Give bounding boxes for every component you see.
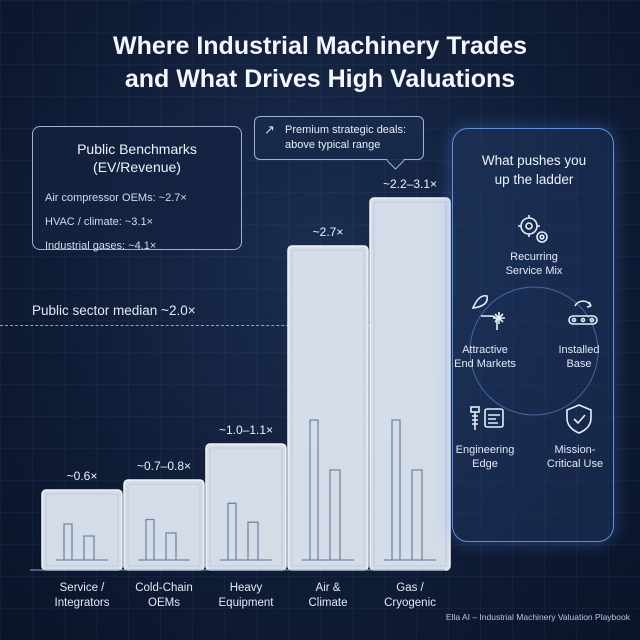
bar-inner-frame: [373, 201, 447, 567]
category-label: Equipment: [219, 597, 275, 609]
benchmarks-title-line-1: Public Benchmarks: [77, 141, 197, 157]
callout-line-2: above typical range: [285, 139, 381, 151]
driver-label: Edge: [472, 458, 498, 470]
category-label: Service /: [60, 582, 106, 594]
driver-label: Engineering: [455, 444, 515, 456]
premium-deals-callout: ↗ Premium strategic deals: above typical…: [254, 116, 424, 170]
bar: [205, 443, 287, 571]
title-line-1: Where Industrial Machinery Trades: [112, 32, 527, 60]
conveyor-icon: [568, 300, 598, 325]
public-benchmarks-box: Public Benchmarks (EV/Revenue) Air compr…: [32, 126, 242, 252]
bar-value-label: ~0.7–0.8×: [137, 459, 191, 473]
drivers-title-line-1: What pushes you: [481, 153, 587, 168]
benchmark-item: Air compressor OEMs: ~2.7×: [45, 192, 187, 204]
footer-credit: Ella AI – Industrial Machinery Valuation…: [445, 612, 630, 622]
page-title: Where Industrial Machinery Trades and Wh…: [0, 30, 640, 96]
driver-engineering-edge: Engineering Edge: [435, 443, 535, 471]
bar-equipment-illustration: [384, 419, 436, 561]
bar-value-label: ~1.0–1.1×: [219, 423, 273, 437]
drivers-panel: What pushes you up the ladder: [452, 128, 614, 542]
bar: [287, 245, 369, 571]
driver-installed-base: Installed Base: [529, 343, 629, 371]
bar-inner-frame: [209, 447, 283, 567]
bar-equipment-illustration: [56, 523, 108, 561]
drivers-icons: [469, 215, 599, 434]
bar-inner-frame: [45, 493, 119, 567]
bar-equipment-illustration: [138, 518, 190, 561]
benchmarks-list: Air compressor OEMs: ~2.7× HVAC / climat…: [45, 186, 241, 258]
driver-label: End Markets: [454, 358, 516, 370]
bar-value-label: ~0.6×: [67, 469, 98, 483]
bar: [41, 489, 123, 571]
drivers-title-line-2: up the ladder: [494, 172, 574, 187]
driver-label: Attractive: [462, 344, 508, 356]
benchmark-item: HVAC / climate: ~3.1×: [45, 216, 154, 228]
gears-icon: [518, 215, 548, 243]
bar-equipment-illustration: [220, 502, 272, 561]
driver-label: Base: [566, 358, 592, 370]
driver-attractive-end-markets: Attractive End Markets: [435, 343, 535, 371]
arrow-up-right-icon: ↗: [264, 122, 275, 137]
title-line-2: and What Drives High Valuations: [124, 65, 516, 93]
bar-inner-frame: [291, 249, 365, 567]
bar-inner-frame: [127, 483, 201, 567]
category-label: OEMs: [148, 597, 180, 609]
bar: [369, 197, 451, 571]
bar-equipment-illustration: [302, 419, 354, 561]
drivers-title: What pushes you up the ladder: [453, 151, 615, 189]
category-label: Gas /: [396, 582, 424, 594]
category-label: Cold-Chain: [135, 582, 193, 594]
callout-line-1: Premium strategic deals:: [285, 124, 407, 136]
category-label: Integrators: [55, 597, 110, 609]
category-label: Climate: [309, 597, 348, 609]
leaf-pipe-snowflake-icon: [471, 294, 505, 330]
driver-label: Recurring: [510, 251, 558, 263]
category-label: Heavy: [230, 582, 263, 594]
median-label: Public sector median ~2.0×: [32, 303, 196, 318]
benchmarks-title: Public Benchmarks (EV/Revenue): [33, 140, 241, 176]
screw-blueprint-icon: [470, 406, 504, 430]
bar-value-label: ~2.2–3.1×: [383, 177, 437, 191]
driver-label: Installed: [558, 344, 600, 356]
category-label: Air &: [316, 582, 341, 594]
driver-recurring-service-mix: Recurring Service Mix: [484, 250, 584, 278]
category-label: Cryogenic: [384, 597, 436, 609]
driver-label: Critical Use: [546, 458, 604, 470]
bar-value-label: ~2.7×: [313, 225, 344, 239]
benchmarks-title-line-2: (EV/Revenue): [93, 159, 181, 175]
bar: [123, 479, 205, 571]
driver-label: Mission-: [554, 444, 596, 456]
benchmark-item: Industrial gases: ~4.1×: [45, 240, 157, 252]
shield-check-icon: [566, 404, 592, 434]
driver-label: Service Mix: [505, 265, 563, 277]
median-reference-line: [0, 325, 445, 326]
driver-mission-critical-use: Mission- Critical Use: [525, 443, 625, 471]
